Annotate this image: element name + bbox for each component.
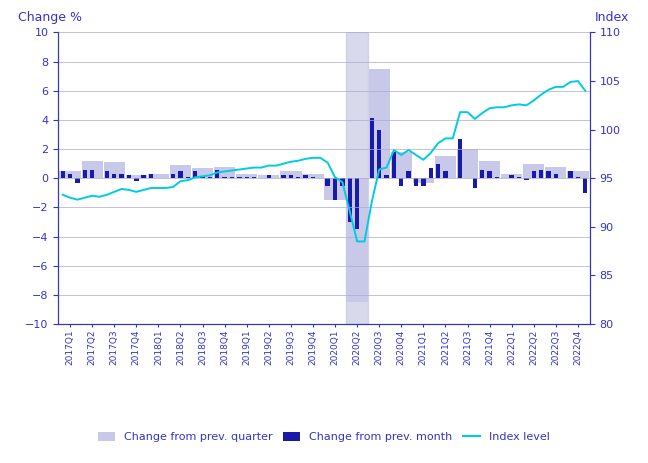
- Bar: [435, 156, 456, 178]
- Bar: [266, 175, 271, 178]
- Bar: [414, 178, 418, 186]
- Bar: [391, 152, 396, 178]
- Bar: [280, 171, 301, 178]
- Bar: [288, 175, 293, 178]
- Bar: [244, 177, 249, 178]
- Bar: [479, 161, 500, 178]
- Bar: [105, 171, 109, 178]
- Bar: [170, 165, 191, 178]
- Bar: [509, 175, 514, 178]
- Bar: [421, 178, 426, 186]
- Bar: [141, 175, 146, 178]
- Bar: [545, 167, 566, 178]
- Bar: [60, 171, 81, 178]
- Bar: [230, 177, 234, 178]
- Bar: [523, 163, 544, 178]
- Bar: [171, 174, 176, 178]
- Bar: [281, 175, 286, 178]
- Bar: [325, 178, 330, 186]
- Bar: [127, 175, 131, 178]
- Bar: [399, 178, 404, 186]
- Bar: [501, 174, 522, 178]
- Bar: [296, 177, 301, 178]
- Bar: [347, 178, 368, 302]
- Bar: [82, 161, 103, 178]
- Bar: [458, 139, 463, 178]
- Legend: Change from prev. quarter, Change from prev. month, Index level: Change from prev. quarter, Change from p…: [94, 428, 554, 447]
- Bar: [252, 177, 257, 178]
- Bar: [384, 175, 389, 178]
- Bar: [436, 163, 440, 178]
- Bar: [347, 178, 352, 222]
- Bar: [531, 171, 536, 178]
- Bar: [90, 169, 95, 178]
- Y-axis label: Change %: Change %: [19, 11, 82, 24]
- Bar: [60, 171, 65, 178]
- Bar: [546, 171, 551, 178]
- Bar: [185, 177, 190, 178]
- Bar: [222, 177, 227, 178]
- Bar: [215, 169, 220, 178]
- Bar: [311, 177, 315, 178]
- Bar: [377, 130, 382, 178]
- Bar: [575, 177, 580, 178]
- Bar: [494, 177, 499, 178]
- Bar: [119, 174, 124, 178]
- Bar: [68, 174, 73, 178]
- Bar: [178, 171, 183, 178]
- Bar: [208, 177, 212, 178]
- Bar: [193, 171, 198, 178]
- Bar: [333, 178, 337, 200]
- Bar: [553, 174, 558, 178]
- Bar: [369, 69, 390, 178]
- Bar: [104, 162, 125, 178]
- Bar: [149, 174, 154, 178]
- Bar: [539, 169, 543, 178]
- Bar: [237, 177, 242, 178]
- Bar: [567, 171, 588, 178]
- Y-axis label: Index: Index: [595, 11, 630, 24]
- Bar: [443, 171, 448, 178]
- Bar: [568, 171, 573, 178]
- Bar: [82, 169, 87, 178]
- Bar: [192, 168, 213, 178]
- Bar: [200, 177, 205, 178]
- Bar: [340, 178, 345, 186]
- Bar: [406, 171, 411, 178]
- Bar: [126, 175, 147, 178]
- Bar: [346, 32, 368, 324]
- Bar: [75, 178, 80, 182]
- Bar: [524, 178, 529, 180]
- Bar: [369, 119, 374, 178]
- Bar: [355, 178, 360, 229]
- Bar: [214, 167, 235, 178]
- Bar: [517, 177, 521, 178]
- Bar: [391, 152, 412, 178]
- Bar: [413, 178, 434, 182]
- Bar: [303, 175, 308, 178]
- Bar: [487, 171, 492, 178]
- Bar: [583, 178, 588, 193]
- Bar: [236, 174, 257, 178]
- Bar: [457, 149, 478, 178]
- Bar: [148, 174, 169, 178]
- Bar: [480, 169, 485, 178]
- Bar: [302, 174, 323, 178]
- Bar: [258, 175, 279, 178]
- Bar: [325, 178, 346, 200]
- Bar: [428, 168, 433, 178]
- Bar: [472, 178, 477, 188]
- Bar: [134, 178, 139, 181]
- Bar: [112, 174, 117, 178]
